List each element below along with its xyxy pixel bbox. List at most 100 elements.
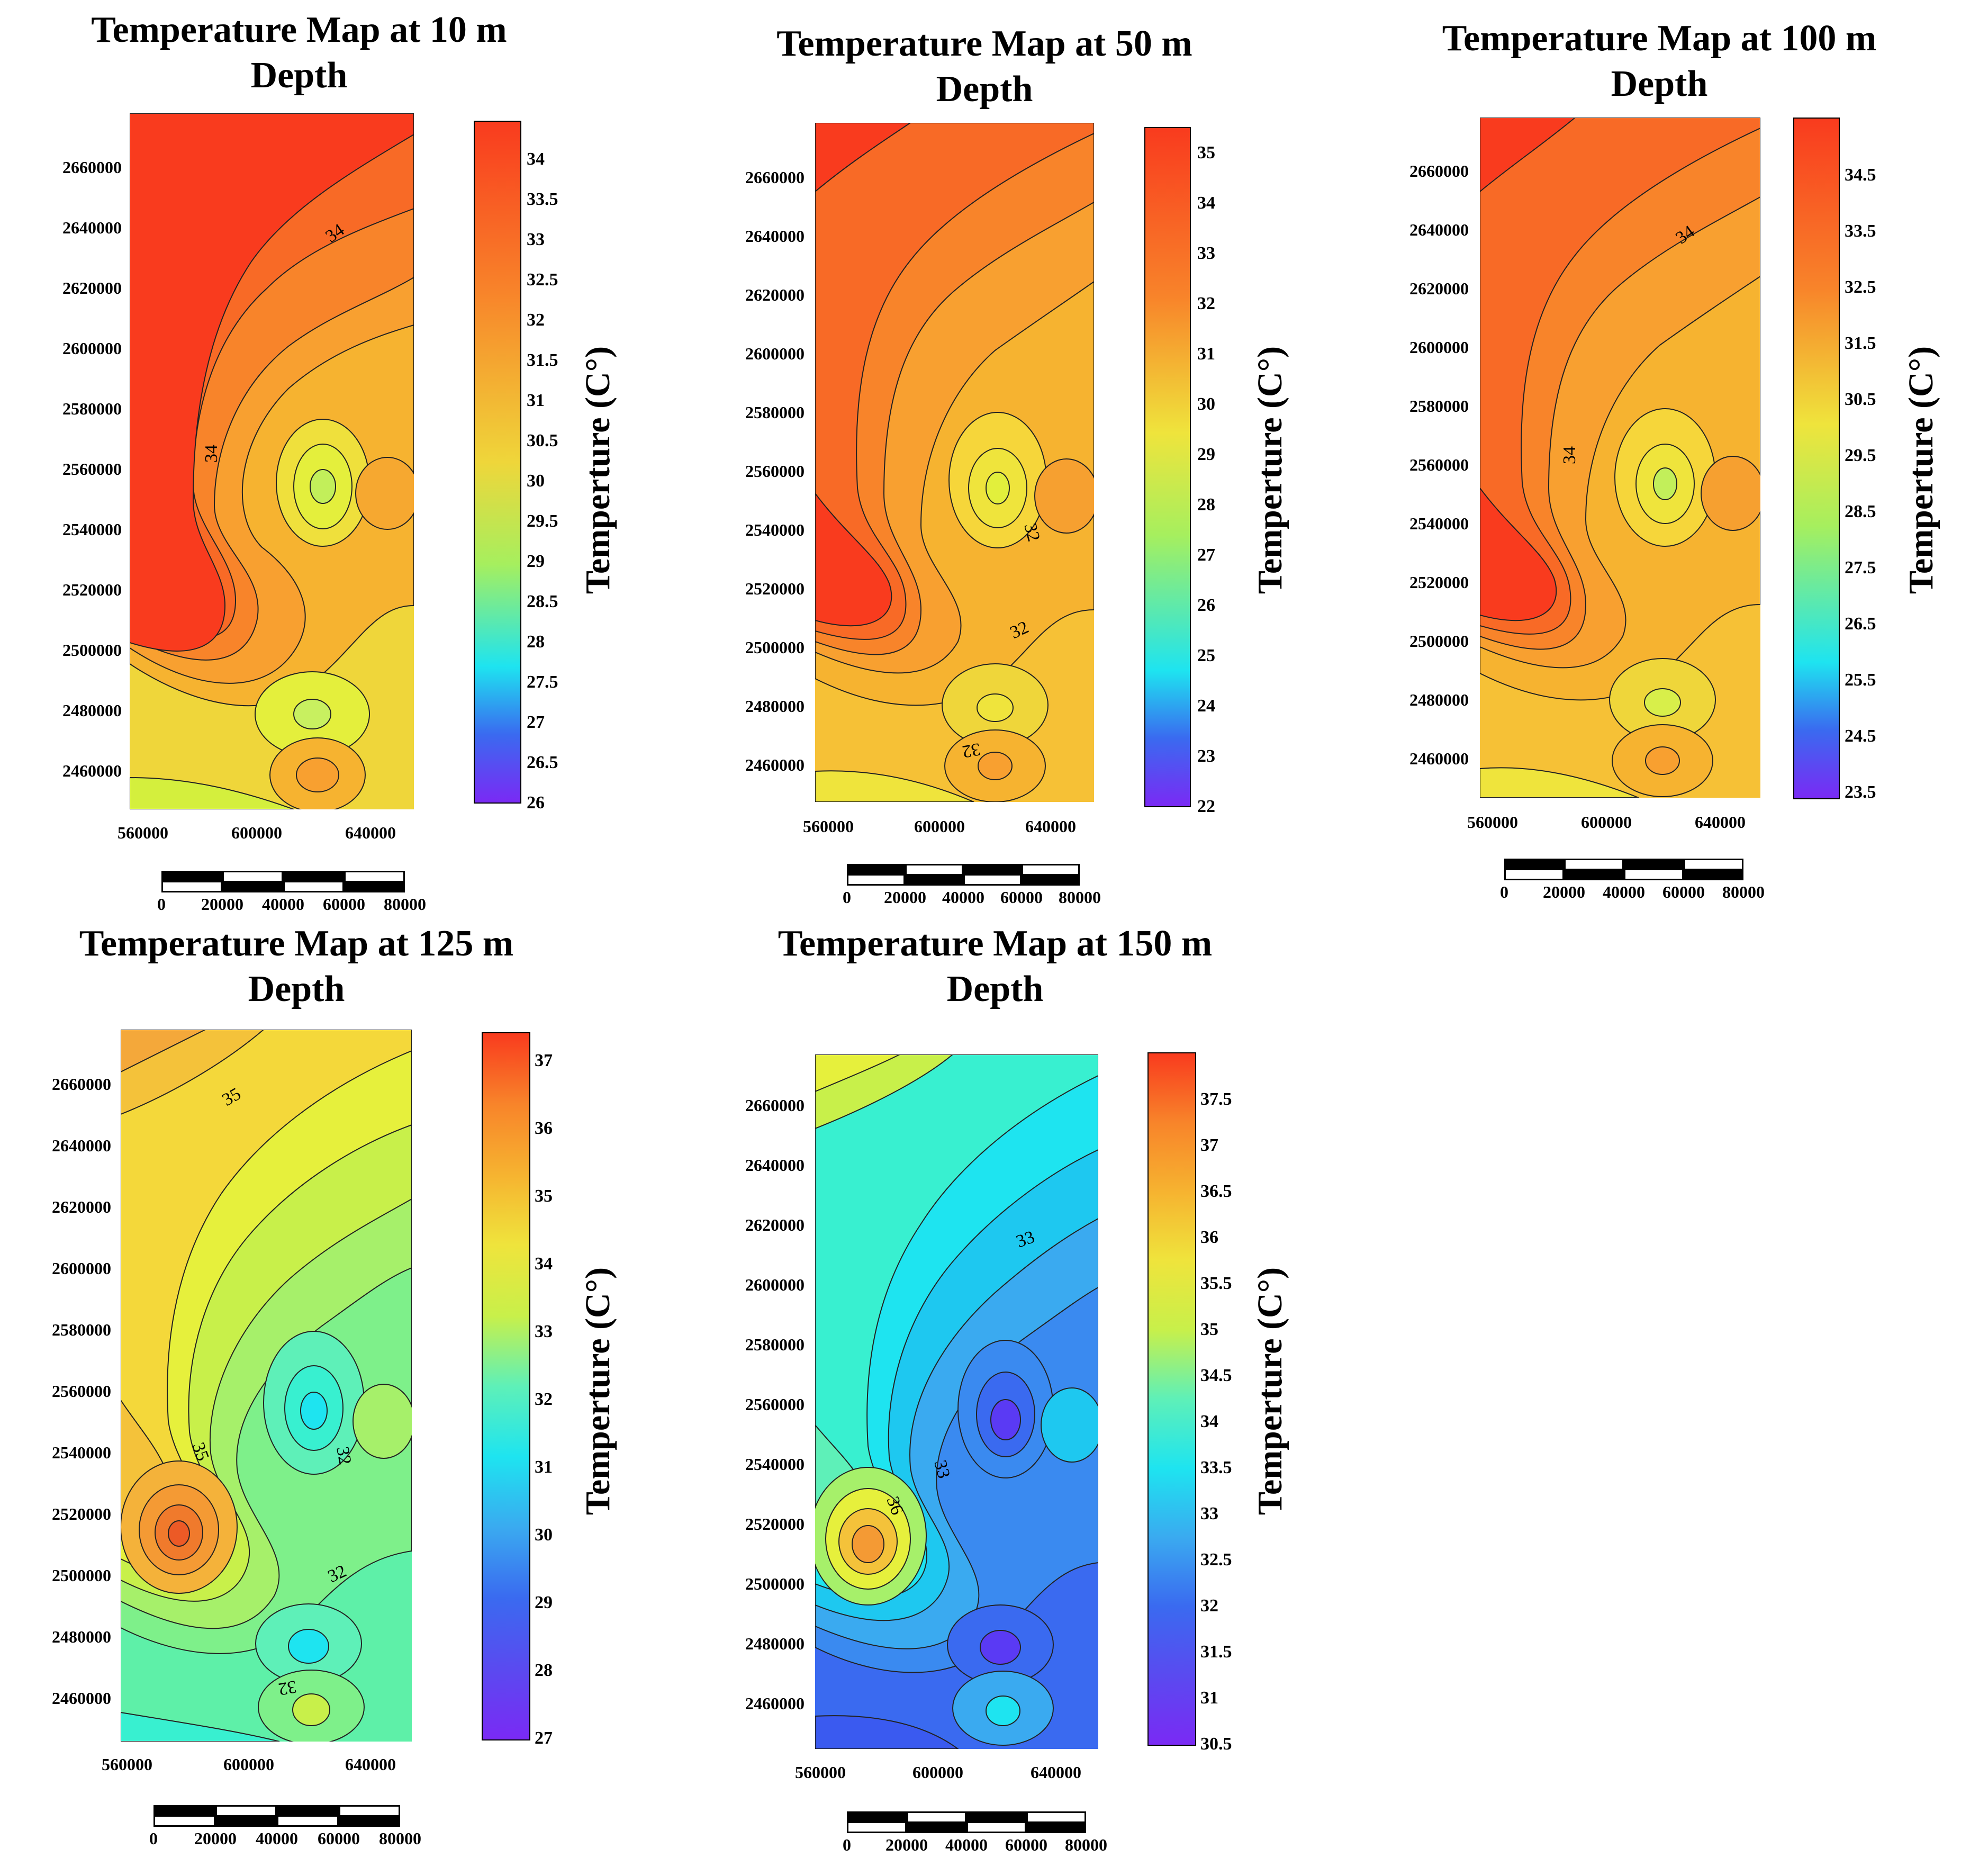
colorbar-label: 32.5 bbox=[527, 270, 558, 290]
y-tick-label: 2600000 bbox=[1409, 338, 1469, 357]
y-tick-label: 2560000 bbox=[745, 1395, 805, 1414]
panel-title: Temperature Map at 50 m Depth bbox=[720, 21, 1249, 112]
colorbar-label: 35 bbox=[1197, 143, 1215, 163]
y-tick-label: 2600000 bbox=[745, 1275, 805, 1294]
colorbar-label: 29 bbox=[1197, 445, 1215, 464]
colorbar-label: 37 bbox=[535, 1051, 553, 1070]
y-tick-label: 2580000 bbox=[745, 1335, 805, 1354]
colorbar-label: 27 bbox=[535, 1728, 553, 1748]
colorbar-label: 33 bbox=[1197, 243, 1215, 263]
x-tick-label: 560000 bbox=[102, 1755, 152, 1774]
y-tick-label: 2660000 bbox=[745, 1096, 805, 1115]
colorbar-label: 32 bbox=[535, 1390, 553, 1409]
y-tick-label: 2480000 bbox=[745, 697, 805, 716]
y-tick-label: 2460000 bbox=[62, 761, 122, 780]
x-tick-label: 560000 bbox=[118, 823, 168, 842]
contour-plot: 35 35 32 32 32 bbox=[121, 1030, 412, 1742]
x-tick-label: 640000 bbox=[1695, 813, 1746, 832]
scale-label: 60000 bbox=[1005, 1835, 1047, 1854]
colorbar-label: 28.5 bbox=[527, 592, 558, 611]
colorbar bbox=[1147, 1052, 1196, 1746]
colorbar-label: 37.5 bbox=[1200, 1089, 1232, 1109]
colorbar-label: 35 bbox=[1200, 1320, 1218, 1339]
y-tick-label: 2660000 bbox=[52, 1075, 111, 1094]
scale-label: 20000 bbox=[1543, 882, 1585, 901]
scale-label: 80000 bbox=[1065, 1835, 1107, 1854]
colorbar-label: 32 bbox=[1200, 1596, 1218, 1616]
x-tick-label: 600000 bbox=[1581, 813, 1632, 832]
colorbar-label: 34 bbox=[1200, 1412, 1218, 1431]
colorbar-label: 27.5 bbox=[1845, 558, 1876, 578]
colorbar-label: 33.5 bbox=[1200, 1458, 1232, 1477]
title-line-2: Depth bbox=[248, 969, 345, 1009]
colorbar-label: 22 bbox=[1197, 797, 1215, 816]
colorbar-label: 29 bbox=[527, 552, 545, 571]
x-tick-label: 640000 bbox=[345, 1755, 396, 1774]
y-tick-label: 2640000 bbox=[62, 218, 122, 237]
y-tick-label: 2520000 bbox=[52, 1504, 111, 1523]
colorbar-label: 30.5 bbox=[527, 431, 558, 450]
contour-label: 34 bbox=[1560, 446, 1579, 464]
colorbar-label: 30 bbox=[535, 1525, 553, 1545]
y-tick-label: 2540000 bbox=[745, 1455, 805, 1474]
y-tick-label: 2460000 bbox=[745, 755, 805, 774]
title-line-2: Depth bbox=[936, 69, 1033, 110]
panel-title: Temperature Map at 10 m Depth bbox=[42, 7, 556, 98]
scale-label: 60000 bbox=[318, 1829, 360, 1848]
colorbar-label: 36 bbox=[535, 1119, 553, 1138]
y-tick-label: 2640000 bbox=[52, 1136, 111, 1155]
temperature-map: 34 34 bbox=[1480, 118, 1760, 798]
y-tick-label: 2580000 bbox=[52, 1320, 111, 1339]
colorbar-label: 32.5 bbox=[1845, 277, 1876, 297]
colorbar bbox=[1793, 118, 1840, 799]
colorbar-label: 31.5 bbox=[1845, 333, 1876, 353]
scale-label: 40000 bbox=[256, 1829, 298, 1848]
y-tick-label: 2540000 bbox=[62, 520, 122, 539]
colorbar-title: Temperture (C°) bbox=[579, 346, 617, 594]
colorbar-label: 31.5 bbox=[527, 350, 558, 370]
scale-label: 80000 bbox=[1722, 882, 1765, 901]
colorbar-label: 28 bbox=[527, 632, 545, 652]
colorbar-label: 36 bbox=[1200, 1228, 1218, 1247]
y-tick-label: 2500000 bbox=[745, 1574, 805, 1593]
colorbar bbox=[1144, 127, 1191, 807]
colorbar-label: 35 bbox=[535, 1186, 553, 1206]
y-tick-label: 2480000 bbox=[52, 1627, 111, 1646]
colorbar-label: 35.5 bbox=[1200, 1274, 1232, 1293]
y-tick-label: 2620000 bbox=[62, 278, 122, 297]
x-tick-label: 600000 bbox=[223, 1755, 274, 1774]
x-tick-label: 600000 bbox=[231, 823, 282, 842]
colorbar-label: 31 bbox=[535, 1457, 553, 1477]
scale-bar: 0 20000 40000 60000 80000 bbox=[843, 1811, 1107, 1864]
panel-100m: Temperature Map at 100 m Depth 34 34 266… bbox=[1355, 0, 1958, 932]
y-tick-label: 2540000 bbox=[52, 1443, 111, 1462]
x-tick-label: 600000 bbox=[912, 1763, 963, 1782]
colorbar-label: 27.5 bbox=[527, 672, 558, 692]
title-line-1: Temperature Map at 50 m bbox=[776, 23, 1192, 64]
y-tick-label: 2600000 bbox=[52, 1259, 111, 1278]
colorbar-label: 26 bbox=[527, 793, 545, 813]
colorbar-label: 33 bbox=[535, 1322, 553, 1341]
title-line-2: Depth bbox=[1611, 64, 1708, 104]
y-tick-label: 2600000 bbox=[62, 339, 122, 358]
colorbar-label: 26.5 bbox=[527, 753, 558, 772]
scale-label: 40000 bbox=[262, 895, 304, 914]
contour-label: 32 bbox=[277, 1676, 298, 1699]
panel-title: Temperature Map at 100 m Depth bbox=[1392, 16, 1927, 107]
y-tick-label: 2660000 bbox=[62, 158, 122, 177]
colorbar-label: 31 bbox=[527, 391, 545, 410]
contour-plot: 34 34 bbox=[1480, 118, 1760, 798]
colorbar-label: 25 bbox=[1197, 646, 1215, 665]
panel-50m: Temperature Map at 50 m Depth 32 32 32 2 bbox=[688, 0, 1342, 932]
scale-bar: 0 20000 40000 60000 80000 bbox=[1500, 859, 1765, 912]
scale-label: 20000 bbox=[201, 895, 243, 914]
x-tick-label: 560000 bbox=[1467, 813, 1518, 832]
y-tick-label: 2500000 bbox=[1409, 632, 1469, 651]
colorbar bbox=[482, 1032, 530, 1740]
scale-label: 20000 bbox=[885, 1835, 928, 1854]
y-tick-label: 2660000 bbox=[1409, 161, 1469, 181]
x-tick-label: 640000 bbox=[1031, 1763, 1081, 1782]
x-tick-label: 640000 bbox=[1025, 817, 1076, 836]
colorbar-label: 34.5 bbox=[1200, 1366, 1232, 1385]
scale-label: 80000 bbox=[384, 895, 426, 914]
